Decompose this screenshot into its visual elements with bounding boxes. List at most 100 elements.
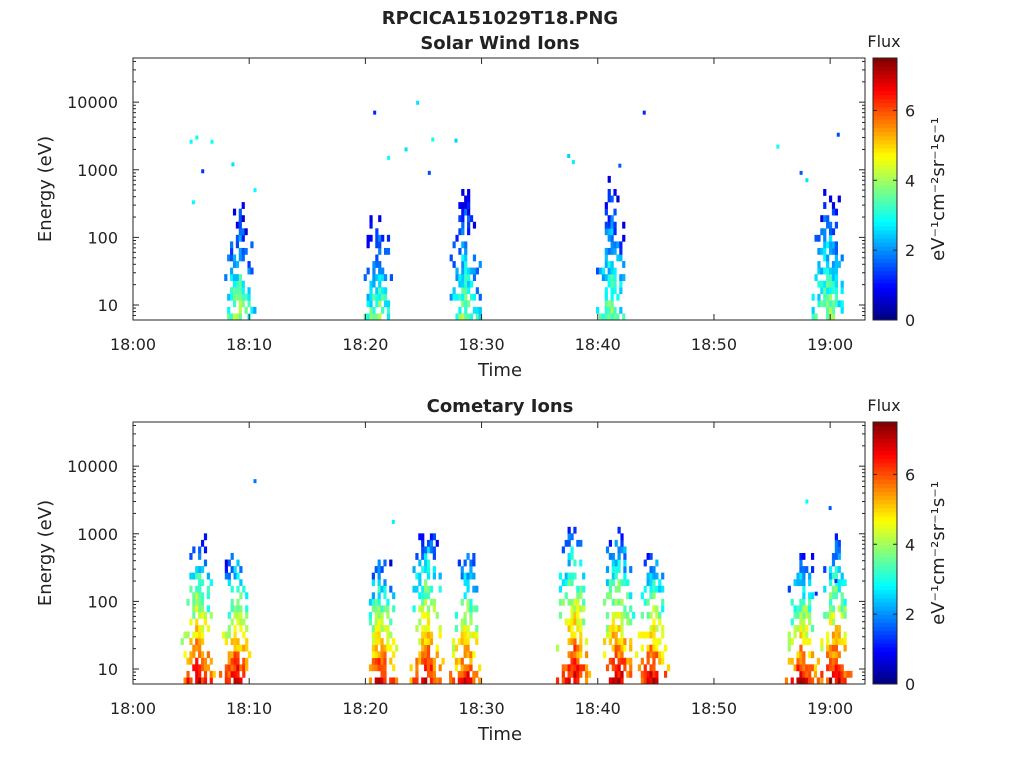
flux-cell [198, 592, 202, 600]
flux-cell [242, 657, 246, 665]
colorbar-segment [873, 626, 897, 632]
flux-cell [646, 572, 650, 580]
flux-cell [826, 306, 830, 314]
flux-point [253, 188, 257, 193]
flux-cell [460, 618, 464, 626]
flux-cell [380, 657, 384, 665]
flux-cell [793, 631, 797, 639]
flux-cell [392, 592, 396, 600]
flux-cell [805, 605, 809, 613]
flux-cell [424, 559, 428, 567]
flux-cell [579, 625, 583, 632]
flux-cell [239, 644, 243, 652]
flux-cell [386, 625, 390, 632]
flux-cell [652, 677, 656, 685]
flux-cell [461, 293, 465, 301]
colorbar-segment [873, 307, 897, 313]
flux-cell [614, 631, 618, 639]
colorbar-segment [873, 655, 897, 660]
flux-cell [458, 215, 462, 223]
flux-cell [475, 625, 479, 632]
flux-cell [227, 572, 231, 580]
colorbar-segment [873, 221, 897, 227]
flux-cell [555, 644, 560, 652]
flux-cell [813, 670, 818, 678]
flux-cell [198, 664, 202, 672]
flux-cell [429, 533, 434, 541]
flux-cell [461, 215, 465, 223]
flux-cell [469, 215, 474, 223]
flux-point [805, 499, 809, 504]
flux-cell [799, 605, 803, 613]
flux-cell [429, 585, 434, 593]
flux-cell [239, 625, 243, 632]
flux-cell [564, 572, 568, 580]
flux-cell [418, 559, 422, 567]
flux-cell [567, 533, 571, 541]
flux-cell [209, 611, 213, 619]
flux-cell [579, 559, 583, 567]
flux-cell [374, 657, 378, 665]
flux-cell [652, 566, 656, 573]
flux-cell [799, 631, 803, 639]
flux-cell [826, 267, 830, 275]
colorbar-segment [873, 450, 897, 456]
flux-cell [378, 261, 382, 268]
flux-cell [613, 274, 617, 281]
flux-cell [247, 293, 251, 301]
flux-cell [828, 234, 833, 242]
colorbar-tick-label: 4 [905, 535, 915, 554]
flux-cell [617, 546, 621, 554]
flux-cell [620, 546, 624, 554]
flux-cell [567, 677, 571, 685]
flux-cell [614, 572, 618, 580]
flux-cell [238, 313, 242, 321]
flux-cell [570, 638, 574, 645]
flux-cell [828, 287, 833, 295]
flux-cell [620, 638, 624, 645]
flux-cell [375, 300, 379, 308]
flux-cell [834, 651, 838, 659]
flux-cell [799, 559, 803, 567]
flux-cell [834, 261, 838, 268]
flux-cell [611, 559, 615, 567]
flux-cell [378, 300, 382, 308]
flux-cell [564, 677, 568, 685]
flux-cell [241, 228, 245, 236]
flux-cell [478, 306, 482, 314]
flux-cell [195, 631, 199, 639]
flux-cell [463, 625, 467, 632]
flux-cell [418, 572, 422, 580]
flux-cell [808, 579, 812, 587]
colorbar-segment [873, 295, 897, 300]
flux-cell [814, 274, 818, 281]
flux-cell [605, 566, 610, 573]
colorbar-segment [873, 246, 897, 251]
flux-cell [368, 598, 373, 606]
flux-cell [469, 631, 473, 639]
flux-cell [604, 254, 608, 262]
flux-cell [233, 638, 237, 645]
flux-cell [377, 598, 381, 606]
flux-cell [230, 287, 234, 295]
flux-cell [241, 234, 245, 242]
flux-cell [412, 585, 416, 593]
flux-cell [457, 677, 461, 685]
flux-cell [843, 579, 847, 587]
flux-cell [435, 644, 439, 652]
colorbar-segment [873, 495, 897, 501]
colorbar-segment [873, 667, 897, 673]
flux-cell [230, 651, 234, 659]
flux-cell [429, 546, 434, 554]
flux-cell [632, 611, 636, 619]
colorbar-segment [873, 205, 897, 210]
flux-cell [840, 300, 844, 308]
colorbar-segment [873, 499, 897, 505]
x-tick-label: 18:30 [459, 335, 505, 354]
flux-cell [463, 631, 467, 639]
flux-cell [392, 664, 396, 672]
flux-cell [464, 195, 468, 203]
x-tick-label: 18:50 [691, 699, 737, 718]
flux-cell [607, 313, 611, 321]
flux-cell [232, 300, 237, 308]
